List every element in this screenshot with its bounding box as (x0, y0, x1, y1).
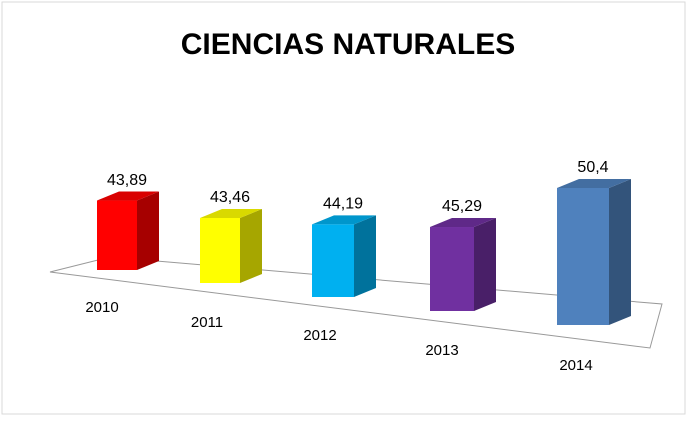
x-tick-label: 2014 (559, 357, 592, 374)
bar (97, 200, 137, 270)
bar-side (240, 209, 262, 283)
value-label: 50,4 (577, 159, 608, 176)
bar-top (312, 215, 376, 225)
bar (430, 227, 474, 311)
value-label: 43,89 (107, 172, 147, 189)
x-tick-label: 2010 (85, 299, 118, 316)
value-label: 44,19 (323, 196, 363, 213)
bar-side (609, 179, 631, 325)
bar-top (200, 209, 262, 218)
value-label: 43,46 (210, 189, 250, 206)
bar-side (354, 215, 376, 297)
chart-title: CIENCIAS NATURALES (181, 28, 515, 61)
x-tick-label: 2011 (191, 314, 223, 331)
bar-top (557, 179, 631, 188)
bar-side (474, 218, 496, 311)
bar (200, 218, 240, 283)
x-tick-label: 2013 (425, 342, 458, 359)
bar-top (97, 191, 159, 201)
bar-side (137, 191, 159, 270)
bar-top (430, 218, 496, 228)
bar (312, 224, 354, 297)
value-label: 45,29 (442, 198, 482, 215)
bar (557, 188, 609, 325)
x-tick-label: 2012 (303, 327, 336, 344)
